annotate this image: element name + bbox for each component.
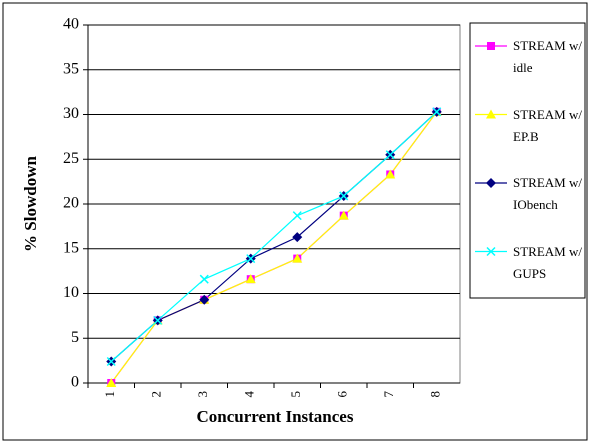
legend-label: STREAM w/ IObench — [513, 175, 582, 212]
marker — [339, 191, 349, 201]
marker — [199, 294, 210, 305]
legend-label: STREAM w/ idle — [513, 38, 582, 75]
marker — [246, 254, 256, 264]
y-tick-label: 20 — [63, 195, 79, 212]
marker — [486, 178, 496, 188]
marker — [245, 274, 256, 284]
y-tick-label: 5 — [71, 329, 79, 346]
marker — [106, 378, 117, 387]
x-tick-label: 6 — [335, 391, 350, 398]
y-tick-label: 25 — [63, 150, 79, 167]
y-tick-label: 30 — [63, 105, 79, 122]
marker — [486, 246, 496, 257]
marker — [486, 109, 496, 119]
x-tick-label: 7 — [381, 391, 396, 398]
legend-label: STREAM w/ GUPS — [513, 243, 582, 281]
marker — [292, 232, 303, 243]
x-axis-label: Concurrent Instances — [197, 407, 354, 426]
marker — [385, 150, 395, 160]
x-tick-label: 2 — [149, 391, 164, 398]
legend-label: STREAM w/ EP.B — [513, 106, 582, 144]
y-axis-label: % Slowdown — [21, 156, 40, 252]
marker — [199, 274, 209, 284]
marker — [432, 107, 442, 117]
marker — [338, 210, 349, 220]
x-tick-label: 5 — [288, 391, 303, 398]
x-tick-label: 4 — [242, 391, 257, 398]
marker — [385, 169, 396, 179]
series-line — [110, 111, 438, 362]
marker — [292, 253, 303, 263]
x-tick-label: 1 — [102, 391, 117, 398]
y-tick-label: 15 — [63, 239, 79, 256]
x-tick-label: 8 — [428, 391, 443, 398]
marker — [487, 42, 495, 50]
y-tick-label: 10 — [63, 284, 79, 301]
y-tick-label: 35 — [63, 60, 79, 77]
x-tick-label: 3 — [195, 391, 210, 398]
marker — [153, 315, 163, 325]
marker — [106, 356, 116, 367]
y-tick-label: 40 — [63, 16, 79, 33]
y-tick-label: 0 — [71, 374, 79, 391]
marker — [292, 211, 302, 221]
legend-box — [469, 22, 586, 299]
